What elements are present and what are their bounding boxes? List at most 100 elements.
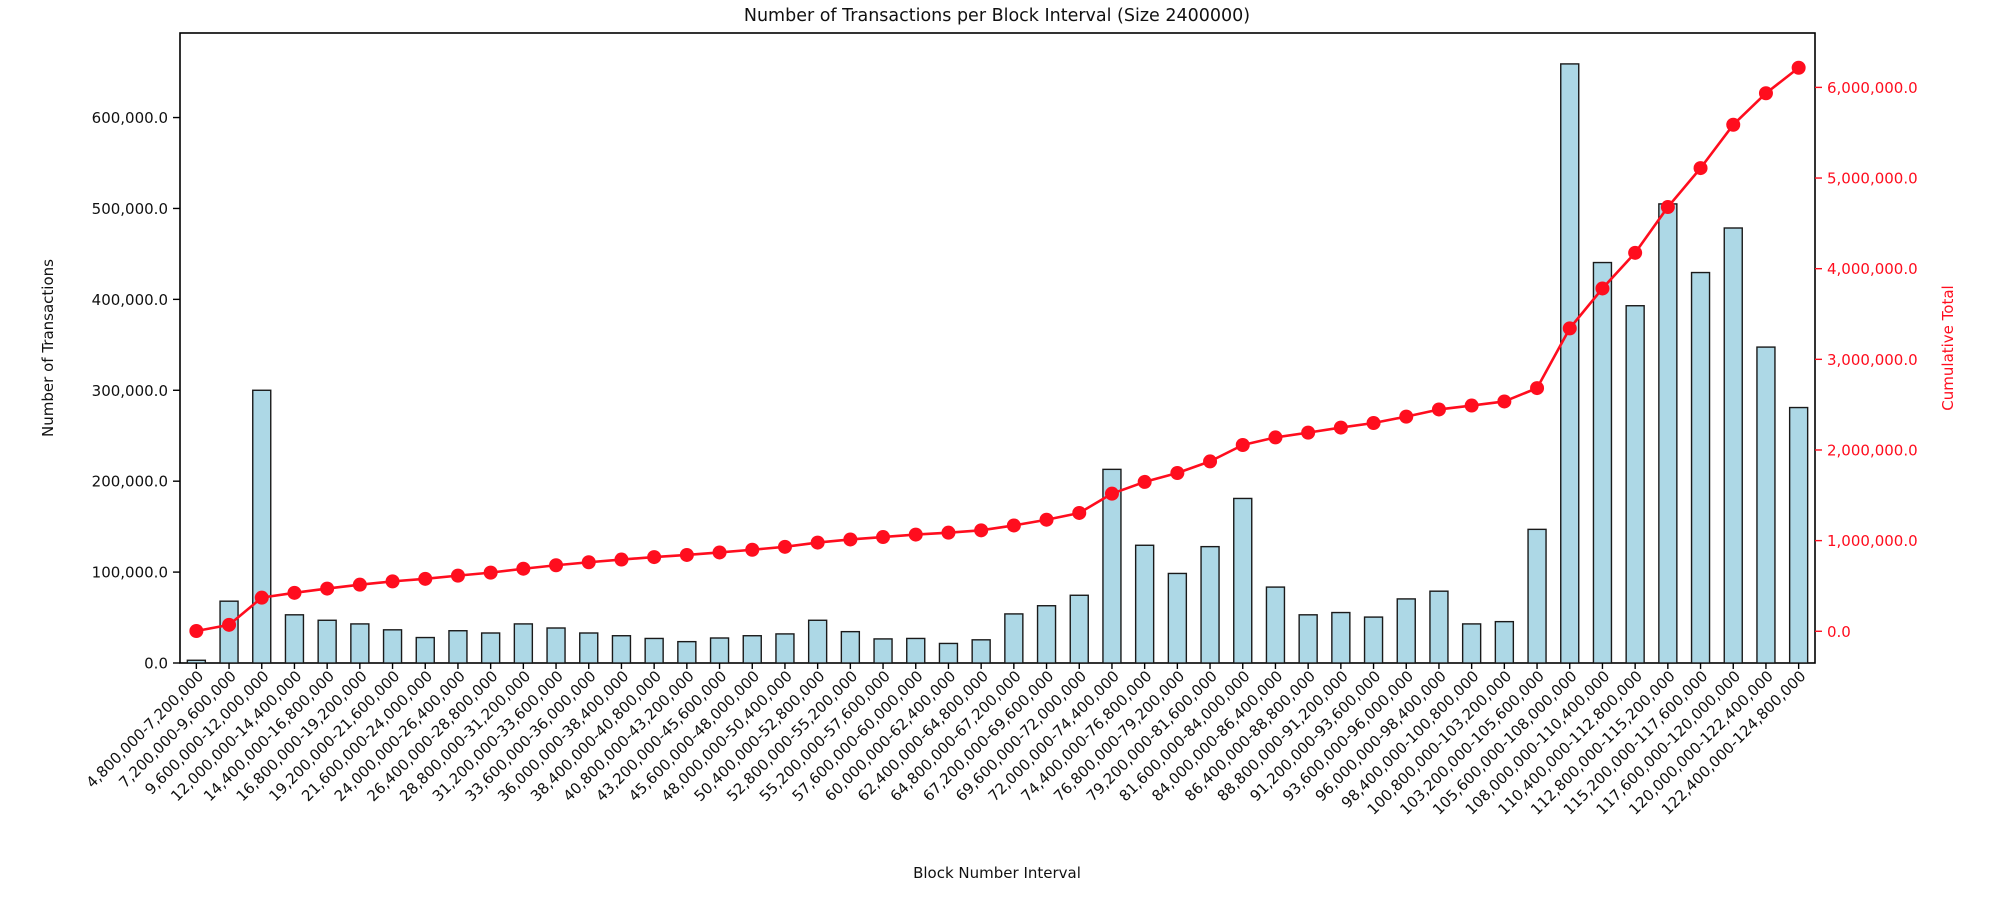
- cumulative-line-point: [1301, 425, 1316, 440]
- cumulative-line-point: [1104, 486, 1119, 501]
- plot-frame: [179, 32, 1816, 664]
- cumulative-line-point: [974, 523, 989, 538]
- cumulative-line-point: [1203, 454, 1218, 469]
- bar: [742, 635, 762, 664]
- bar: [317, 619, 337, 664]
- left-y-axis-label: Number of Transactions: [39, 259, 57, 437]
- bar: [938, 642, 959, 664]
- cumulative-line-point: [1628, 245, 1643, 260]
- cumulative-line-point: [1693, 161, 1708, 176]
- right-tick-label: 1,000,000.0: [1827, 532, 1918, 550]
- cumulative-line-point: [1235, 437, 1250, 452]
- right-tick-label: 4,000,000.0: [1827, 260, 1918, 278]
- cumulative-line-point: [1006, 518, 1021, 533]
- right-y-axis-label: Cumulative Total: [1939, 285, 1957, 410]
- bar: [1592, 261, 1613, 664]
- bar: [252, 389, 272, 664]
- cumulative-line-point: [679, 547, 694, 562]
- left-tick-label: 400,000.0: [92, 291, 168, 309]
- bar: [1298, 614, 1318, 664]
- bar: [1396, 598, 1416, 664]
- bar: [1461, 623, 1482, 664]
- cumulative-line-point: [1333, 420, 1348, 435]
- left-tick-label: 500,000.0: [92, 200, 168, 218]
- bar: [807, 619, 828, 664]
- bar: [1527, 528, 1547, 664]
- right-tick-label: 6,000,000.0: [1827, 79, 1918, 97]
- x-axis-ticks: 4,800,000-7,200,0007,200,000-9,600,0009,…: [83, 663, 1809, 819]
- cumulative-line-point: [1530, 381, 1545, 396]
- bar: [840, 630, 861, 664]
- bar: [709, 637, 730, 664]
- bar: [775, 633, 795, 664]
- bar: [677, 640, 697, 664]
- bar: [1690, 271, 1711, 664]
- bar: [611, 635, 632, 664]
- bar: [873, 638, 893, 664]
- bar: [1788, 406, 1809, 664]
- bar: [382, 629, 403, 664]
- cumulative-line-point: [1660, 200, 1675, 215]
- cumulative-line-point: [843, 532, 858, 547]
- bar: [1625, 305, 1645, 664]
- cumulative-line-point: [287, 585, 302, 600]
- bar: [906, 637, 926, 664]
- cumulative-line-point: [352, 577, 367, 592]
- bar: [1723, 227, 1743, 664]
- cumulative-line-point: [1399, 409, 1414, 424]
- cumulative-line-point: [1791, 60, 1806, 75]
- left-tick-label: 200,000.0: [92, 473, 168, 491]
- bar: [350, 623, 370, 664]
- bar: [1004, 613, 1024, 664]
- bar: [546, 627, 566, 664]
- cumulative-line-point: [1497, 394, 1512, 409]
- bar: [1331, 611, 1351, 664]
- bar: [186, 659, 207, 664]
- cumulative-line-point: [876, 530, 891, 545]
- cumulative-line-point: [222, 617, 237, 632]
- bar: [1658, 203, 1678, 664]
- cumulative-line-point: [1039, 512, 1054, 527]
- cumulative-line-point: [745, 542, 760, 557]
- cumulative-line-point: [450, 568, 465, 583]
- cumulative-line-point: [1595, 281, 1610, 296]
- cumulative-line-point: [385, 574, 400, 589]
- cumulative-line-point: [777, 539, 792, 554]
- bar: [1200, 545, 1220, 664]
- left-axis-ticks: 0.0 100,000.0 200,000.0 300,000.0 400,000.0 5…: [92, 109, 180, 673]
- right-tick-label: 0.0: [1827, 623, 1851, 641]
- cumulative-line-point: [1072, 505, 1087, 520]
- bar: [1036, 605, 1057, 664]
- bar: [1363, 616, 1384, 664]
- cumulative-line-point: [810, 535, 825, 550]
- cumulative-line-point: [581, 555, 596, 570]
- bar: [1756, 346, 1776, 664]
- cumulative-line-point: [712, 545, 727, 560]
- bar: [284, 614, 305, 664]
- bar: [1560, 63, 1580, 664]
- cumulative-line-point: [320, 581, 335, 596]
- left-tick-label: 0.0: [144, 655, 168, 673]
- bar: [579, 632, 599, 664]
- bar: [448, 630, 468, 664]
- bar: [415, 636, 435, 664]
- cumulative-line-point: [1170, 466, 1185, 480]
- cumulative-line-point: [1366, 416, 1381, 431]
- x-axis-label: Block Number Interval: [913, 864, 1081, 882]
- bar: [971, 639, 991, 664]
- right-tick-label: 3,000,000.0: [1827, 351, 1918, 369]
- cumulative-line: [196, 66, 1800, 633]
- bar: [1069, 594, 1089, 664]
- bars-series: [186, 63, 1809, 664]
- bar: [480, 632, 501, 664]
- left-tick-label: 600,000.0: [92, 109, 168, 127]
- cumulative-line-point: [908, 527, 923, 542]
- cumulative-line-point: [1726, 117, 1741, 132]
- bar: [1494, 620, 1515, 664]
- left-tick-label: 100,000.0: [92, 564, 168, 582]
- left-tick-label: 300,000.0: [92, 382, 168, 400]
- cumulative-line-point: [418, 571, 433, 586]
- cumulative-line-point: [1137, 474, 1152, 489]
